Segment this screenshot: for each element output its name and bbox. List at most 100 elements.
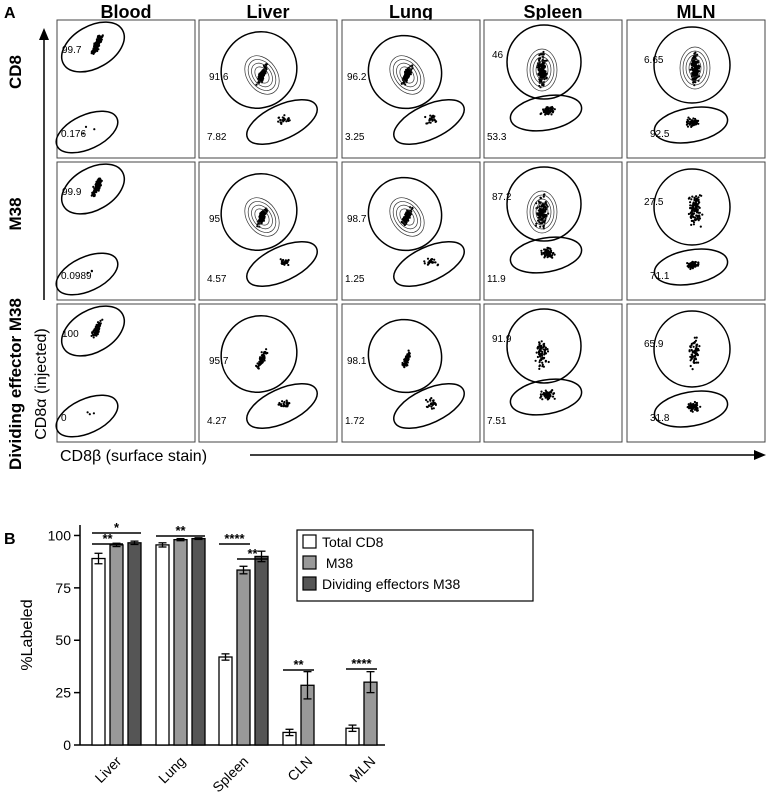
event-dot	[264, 72, 267, 75]
density-contour	[399, 208, 415, 226]
event-dot	[279, 118, 282, 122]
column-title: Lung	[389, 2, 433, 22]
event-dot	[689, 204, 692, 207]
event-dot	[542, 53, 545, 56]
plot-frame	[626, 303, 766, 443]
event-dot	[540, 53, 544, 56]
upper-gate	[653, 26, 731, 104]
legend-swatch	[302, 534, 317, 549]
event-dot	[550, 113, 553, 116]
event-dot	[536, 346, 539, 350]
event-dot	[698, 65, 701, 68]
event-dot	[691, 368, 694, 371]
event-dot	[689, 345, 692, 348]
event-dot	[265, 208, 268, 211]
event-dot	[542, 71, 545, 74]
event-dot	[283, 118, 286, 121]
event-dot	[433, 115, 436, 118]
event-dot	[281, 400, 284, 403]
event-dot	[541, 75, 544, 78]
event-dot	[260, 351, 263, 354]
event-dot	[406, 357, 409, 360]
density-contour	[679, 46, 711, 90]
gate-percent-lower: 7.82	[207, 132, 227, 143]
event-dot	[404, 216, 407, 219]
gate-percent-upper: 100	[62, 329, 79, 340]
event-dot	[691, 72, 694, 75]
event-dot	[543, 342, 546, 345]
event-dot	[259, 75, 262, 78]
event-dot	[691, 195, 694, 198]
event-dot	[434, 120, 437, 123]
column-title: Spleen	[523, 2, 582, 22]
flow-plot: 96.2 3.25	[341, 19, 481, 159]
event-dot	[538, 365, 541, 368]
plot-frame	[56, 161, 196, 301]
event-dot	[90, 334, 93, 337]
event-dot	[693, 350, 696, 353]
gate-percent-lower: 0	[61, 413, 67, 424]
density-contour	[685, 54, 705, 82]
event-dot	[689, 211, 692, 215]
density-contour	[244, 197, 280, 237]
event-dot	[544, 206, 547, 209]
event-dot	[697, 361, 700, 364]
event-dot	[551, 105, 554, 109]
event-dot	[548, 111, 551, 114]
event-dot	[262, 219, 265, 222]
gate-percent-upper: 46	[492, 50, 504, 61]
event-dot	[279, 121, 282, 124]
event-dot	[540, 390, 543, 393]
event-dot	[99, 319, 102, 322]
event-dot	[423, 262, 426, 265]
event-dot	[97, 48, 100, 51]
event-dot	[547, 395, 550, 398]
event-dot	[691, 266, 694, 269]
gate-percent-lower: 11.9	[487, 274, 506, 285]
y-tick-label: 50	[55, 632, 71, 648]
column-title: Blood	[101, 2, 152, 22]
event-dot	[697, 196, 700, 199]
event-dot	[95, 182, 98, 185]
event-dot	[263, 216, 266, 219]
event-dot	[543, 75, 547, 78]
y-tick-label: 100	[48, 527, 72, 543]
event-dot	[541, 352, 544, 355]
event-dot	[540, 213, 543, 216]
bar	[127, 542, 142, 746]
plot-frame	[341, 19, 481, 159]
event-dot	[433, 258, 436, 261]
gate-percent-upper: 27.5	[644, 197, 664, 208]
event-dot	[691, 213, 694, 216]
lower-gate	[509, 236, 583, 274]
event-dot	[94, 186, 97, 189]
significance-label: ****	[351, 656, 372, 671]
event-dot	[700, 194, 703, 197]
flow-plot: 91.6 7.82	[198, 19, 338, 159]
event-dot	[686, 262, 689, 265]
event-dot	[92, 185, 95, 188]
upper-gate	[220, 173, 298, 251]
event-dot	[261, 356, 264, 359]
flow-plot: 98.7 1.25	[341, 161, 481, 301]
event-dot	[687, 116, 690, 119]
event-dot	[544, 389, 547, 392]
event-dot	[256, 362, 259, 365]
event-dot	[407, 352, 410, 355]
event-dot	[540, 344, 543, 347]
lower-gate	[393, 98, 465, 146]
lower-gate	[509, 94, 583, 132]
event-dot	[91, 191, 94, 194]
density-contour	[251, 62, 273, 88]
event-dot	[545, 112, 549, 115]
density-contour	[389, 55, 425, 95]
event-dot	[547, 254, 550, 257]
event-dot	[543, 64, 546, 67]
event-dot	[690, 342, 693, 345]
event-dot	[405, 76, 408, 80]
flow-plot: 95.7 4.27	[198, 303, 338, 443]
event-dot	[258, 363, 261, 366]
event-dot	[93, 49, 97, 52]
y-axis-label: CD8α (injected)	[33, 328, 50, 440]
event-dot	[539, 393, 542, 396]
